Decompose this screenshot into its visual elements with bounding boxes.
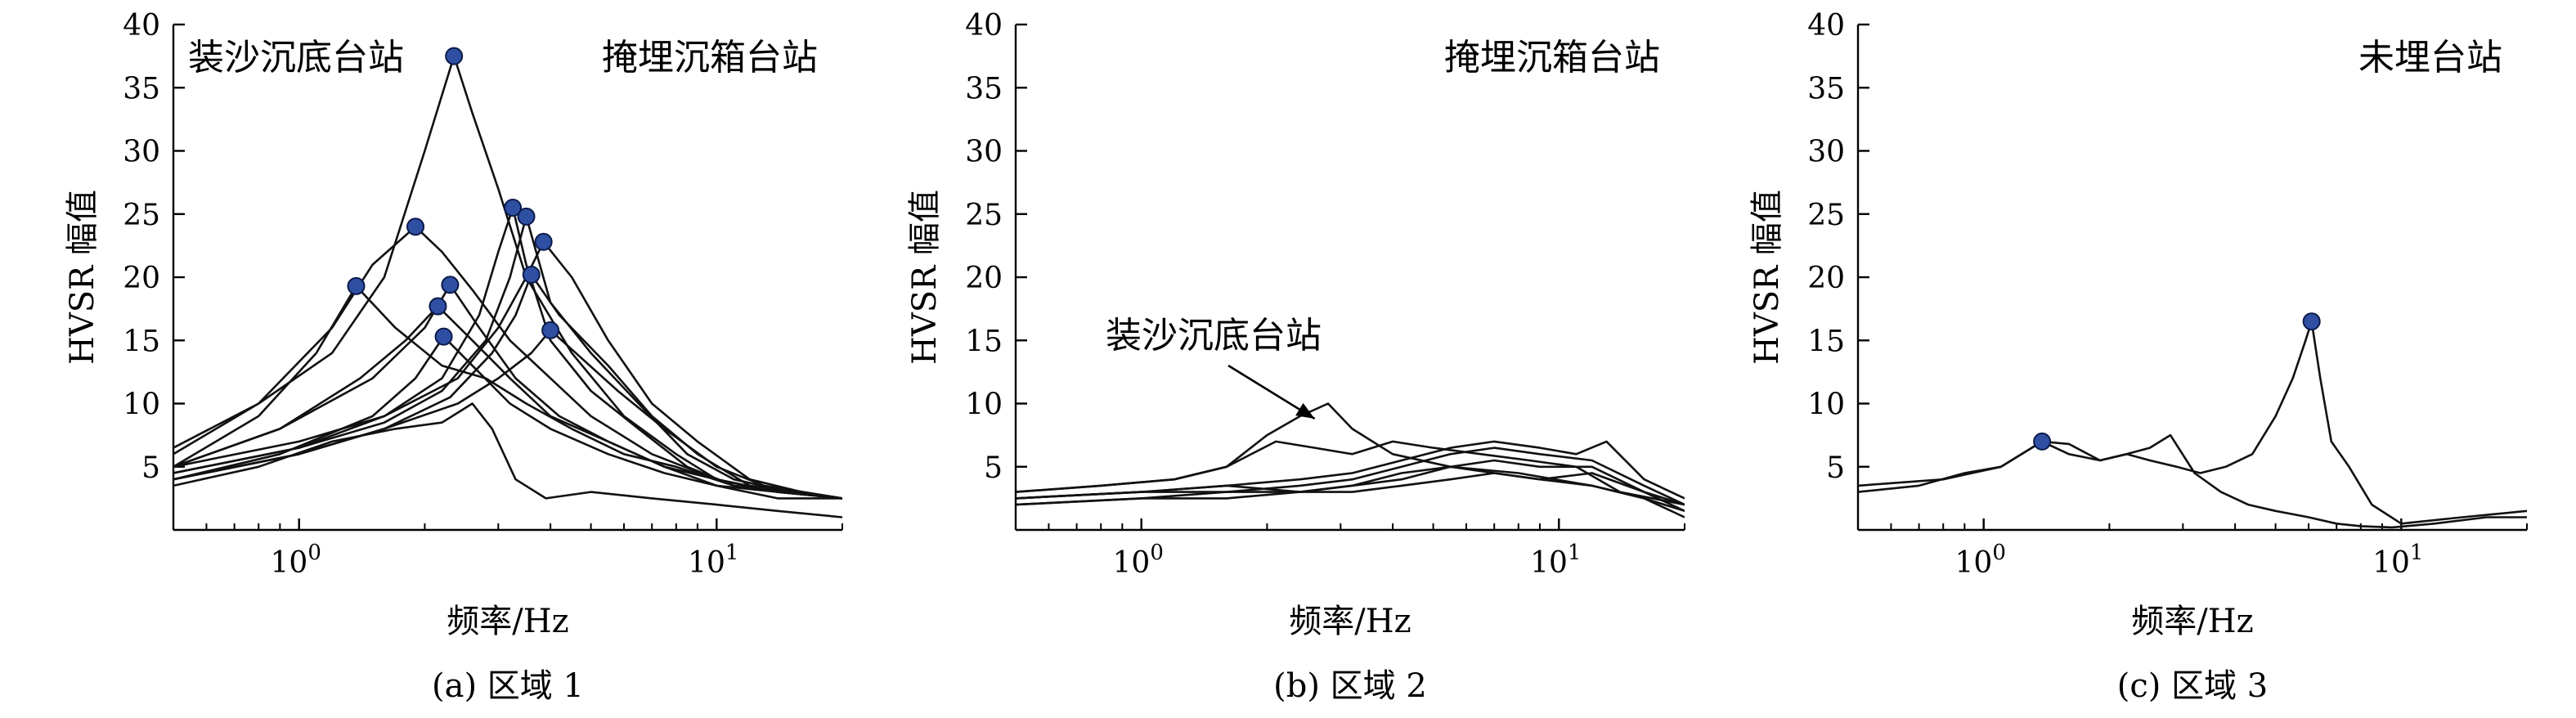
annotation-label: 掩埋沉箱台站 <box>1444 37 1660 79</box>
x-tick-label: 100 <box>1113 541 1164 580</box>
y-tick-label: 20 <box>123 262 160 295</box>
peak-marker-1 <box>445 47 464 65</box>
peak-marker-6 <box>522 265 541 284</box>
y-tick-label: 40 <box>1807 9 1845 43</box>
x-tick-exponent: 0 <box>1150 541 1164 565</box>
series-line-2 <box>1858 433 2527 529</box>
peak-marker-10 <box>441 276 460 294</box>
y-tick-label: 40 <box>123 9 160 43</box>
y-tick-label: 40 <box>965 9 1003 43</box>
x-tick-exponent: 1 <box>725 541 739 565</box>
y-tick-label: 25 <box>965 199 1003 232</box>
series-line-6 <box>173 273 842 500</box>
peak-marker-3 <box>347 276 366 295</box>
series-line-1 <box>173 55 842 500</box>
x-tick-exponent: 1 <box>1568 541 1582 565</box>
annotation-arrowhead <box>1295 402 1315 420</box>
peak-marker-1 <box>2302 312 2321 331</box>
peak-marker-2 <box>406 218 425 236</box>
y-tick-label: 10 <box>1807 388 1845 422</box>
peak-marker-2 <box>2033 432 2052 451</box>
y-tick-label: 25 <box>123 199 160 232</box>
peak-marker-4 <box>504 199 523 218</box>
series-group <box>173 55 842 518</box>
series-line-4 <box>1016 447 1685 506</box>
x-tick-exponent: 0 <box>1992 541 2006 565</box>
y-tick-label: 5 <box>141 451 160 485</box>
x-tick-label: 100 <box>271 541 321 580</box>
x-tick-base: 10 <box>1113 546 1151 580</box>
peak-marker-7 <box>534 232 553 251</box>
series-line-5 <box>1016 459 1685 512</box>
x-tick-base: 10 <box>1955 546 1993 580</box>
annotation-label: 未埋台站 <box>2358 37 2502 79</box>
panel-caption: (b) 区域 2 <box>1273 667 1427 705</box>
y-tick-label: 30 <box>123 136 160 169</box>
series-group <box>1858 320 2527 529</box>
x-tick-exponent: 1 <box>2410 541 2424 565</box>
annotation-label: 掩埋沉箱台站 <box>602 37 818 79</box>
y-tick-label: 25 <box>1807 199 1845 232</box>
x-axis-label: 频率/Hz <box>447 603 568 640</box>
x-tick-base: 10 <box>688 546 725 580</box>
panel-caption: (a) 区域 1 <box>432 667 584 705</box>
series-line-3 <box>1016 440 1685 500</box>
series-line-9 <box>173 305 842 500</box>
panel-caption: (c) 区域 3 <box>2117 667 2269 705</box>
annotation-label: 装沙沉底台站 <box>188 37 404 79</box>
annotation-label: 装沙沉底台站 <box>1106 315 1322 357</box>
peak-marker-9 <box>429 297 447 316</box>
y-tick-label: 15 <box>123 325 160 358</box>
series-line-12 <box>173 402 842 518</box>
x-tick-base: 10 <box>1530 546 1568 580</box>
peak-marker-5 <box>517 207 536 226</box>
y-tick-label: 30 <box>965 136 1003 169</box>
series-group <box>1016 402 1685 518</box>
y-tick-label: 35 <box>1807 72 1845 105</box>
series-line-11 <box>173 335 842 500</box>
y-tick-label: 20 <box>1807 262 1845 295</box>
y-tick-label: 20 <box>965 262 1003 295</box>
y-tick-label: 30 <box>1807 136 1845 169</box>
series-line-1 <box>1858 320 2527 525</box>
x-tick-label: 101 <box>688 541 738 580</box>
y-axis-label: HVSR 幅值 <box>64 190 101 365</box>
series-line-7 <box>173 240 842 500</box>
series-line-2 <box>173 225 842 500</box>
y-tick-label: 5 <box>984 451 1003 485</box>
x-tick-label: 101 <box>1530 541 1581 580</box>
x-tick-exponent: 0 <box>307 541 321 565</box>
x-tick-base: 10 <box>2372 546 2410 580</box>
y-axis-label: HVSR 幅值 <box>906 190 944 365</box>
y-axis-label: HVSR 幅值 <box>1748 190 1786 365</box>
series-line-5 <box>173 215 842 500</box>
y-tick-label: 35 <box>965 72 1003 105</box>
series-line-1 <box>1016 402 1685 513</box>
x-axis-label: 频率/Hz <box>1289 603 1411 640</box>
x-tick-label: 100 <box>1955 541 2006 580</box>
series-line-7 <box>1016 472 1685 518</box>
x-axis-label: 频率/Hz <box>2131 603 2253 640</box>
y-tick-label: 10 <box>965 388 1003 422</box>
series-line-6 <box>1016 465 1685 506</box>
peak-marker-11 <box>434 327 453 346</box>
y-tick-label: 35 <box>123 72 160 105</box>
x-tick-label: 101 <box>2372 541 2423 580</box>
x-tick-base: 10 <box>271 546 308 580</box>
y-tick-label: 5 <box>1826 451 1845 485</box>
peak-marker-8 <box>541 321 560 339</box>
y-tick-label: 15 <box>1807 325 1845 358</box>
y-tick-label: 10 <box>123 388 160 422</box>
y-tick-label: 15 <box>965 325 1003 358</box>
